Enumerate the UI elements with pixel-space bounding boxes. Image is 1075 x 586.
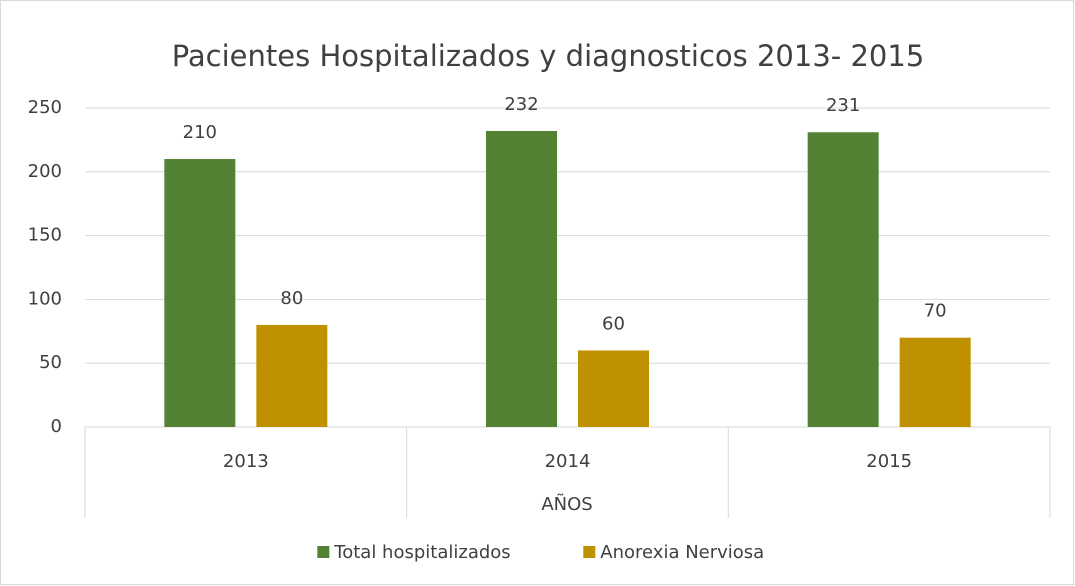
x-tick-label: 2013	[223, 451, 269, 472]
legend-swatch	[583, 546, 596, 558]
x-tick-label: 2015	[866, 451, 912, 472]
data-label: 70	[924, 301, 947, 322]
y-tick-label: 250	[28, 97, 62, 118]
bar	[807, 132, 879, 427]
legend-label: Anorexia Nerviosa	[600, 542, 764, 563]
bar	[486, 130, 557, 427]
x-axis-label: AÑOS	[541, 493, 592, 515]
legend-label: Total hospitalizados	[333, 542, 510, 563]
legend-swatch	[317, 546, 330, 558]
y-tick-label: 100	[28, 288, 62, 309]
y-tick-label: 200	[28, 161, 62, 182]
bar	[256, 324, 328, 427]
y-tick-label: 50	[39, 352, 62, 373]
bar	[899, 337, 971, 427]
y-tick-label: 150	[28, 225, 62, 246]
data-label: 210	[183, 122, 217, 143]
data-label: 232	[504, 94, 538, 115]
data-label: 60	[602, 313, 625, 334]
bar	[164, 159, 236, 428]
x-tick-label: 2014	[545, 451, 591, 472]
data-label: 80	[280, 288, 303, 309]
chart-title: Pacientes Hospitalizados y diagnosticos …	[172, 39, 925, 73]
bar	[578, 350, 649, 427]
data-label: 231	[826, 95, 860, 116]
y-tick-label: 0	[51, 416, 62, 437]
